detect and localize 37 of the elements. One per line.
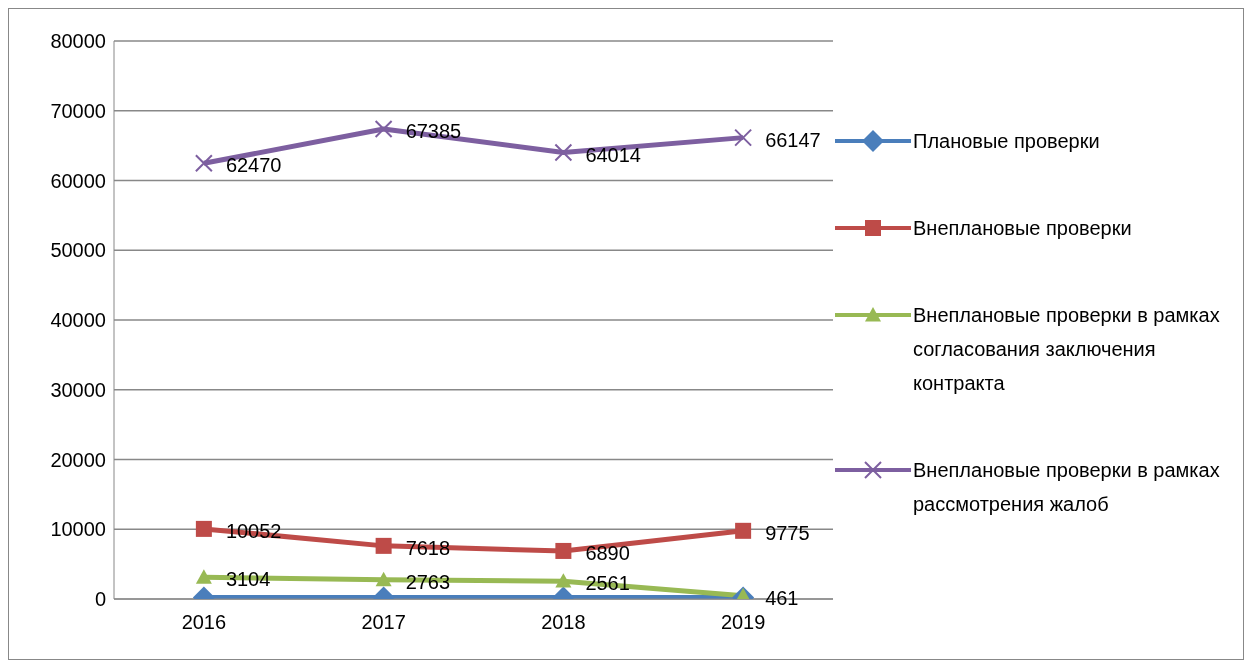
data-label: 66147	[765, 128, 821, 151]
point	[555, 573, 572, 588]
point	[195, 520, 212, 537]
data-label: 62470	[225, 154, 282, 177]
point	[734, 128, 753, 147]
data-label: 6890	[585, 541, 630, 564]
x-tick-label: 2018	[541, 611, 586, 634]
data-label: 2763	[405, 570, 451, 593]
y-tick-label: 10000	[50, 518, 106, 541]
y-tick-label: 30000	[50, 378, 106, 401]
point	[375, 537, 392, 554]
point	[374, 119, 393, 138]
legend-label: Внеплановые проверки в рамках согласования заключения контракта	[913, 303, 1221, 396]
legend-label: Внеплановые проверки	[913, 216, 1133, 241]
y-tick-label: 80000	[50, 30, 106, 53]
x-tick-label: 2019	[720, 611, 766, 634]
y-tick-label: 50000	[50, 239, 106, 262]
y-tick-label: 70000	[50, 99, 106, 122]
x-tick-label: 2017	[361, 611, 406, 634]
point	[375, 571, 392, 587]
legend-label: Внеплановые проверки в рамках рассмотрения жалоб	[913, 458, 1221, 517]
point	[555, 542, 572, 559]
data-label: 9775	[765, 521, 810, 544]
data-label: 461	[765, 586, 799, 609]
y-tick-label: 20000	[50, 448, 106, 471]
point	[554, 143, 573, 162]
data-label: 3104	[225, 568, 271, 591]
x-tick-label: 2016	[181, 611, 227, 634]
data-label: 64014	[585, 143, 641, 166]
point	[195, 569, 212, 584]
data-label: 2561	[585, 572, 630, 595]
y-tick-label: 40000	[50, 309, 106, 332]
point	[735, 522, 752, 539]
legend-label: Плановые проверки	[913, 129, 1101, 154]
point	[194, 154, 213, 173]
y-tick-label: 60000	[50, 169, 106, 192]
y-tick-label: 0	[94, 588, 106, 611]
